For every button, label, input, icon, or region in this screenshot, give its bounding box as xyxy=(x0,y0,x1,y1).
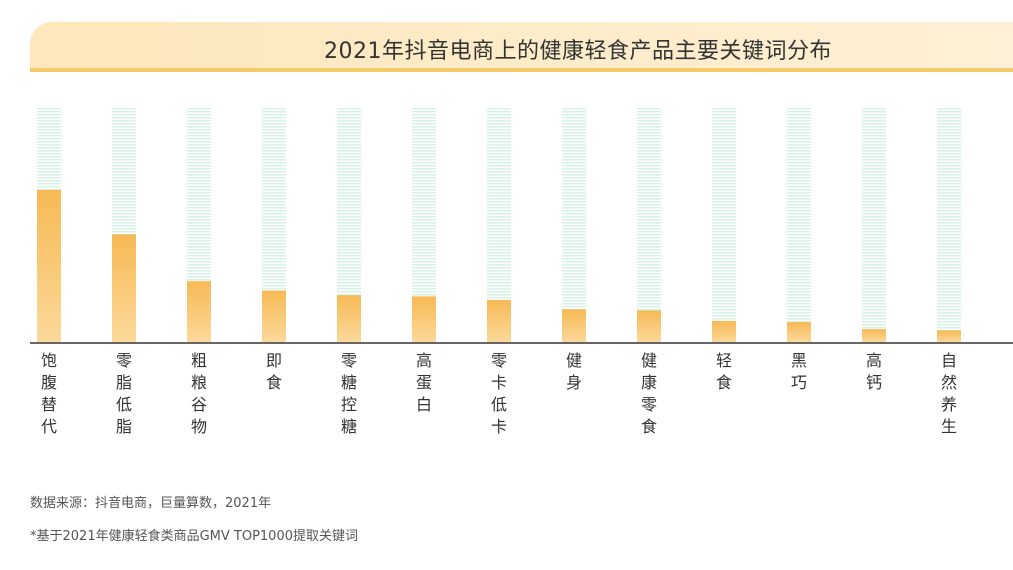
x-tick-label: 高蛋白 xyxy=(415,351,432,414)
x-tick-label: 零脂低脂 xyxy=(115,351,132,436)
bar xyxy=(187,281,211,342)
bar xyxy=(487,299,511,342)
bar-track xyxy=(712,108,736,342)
bar xyxy=(112,234,136,342)
source-note: 数据来源：抖音电商，巨量算数，2021年 xyxy=(30,496,272,511)
bar xyxy=(937,330,961,342)
bar-track xyxy=(862,108,886,342)
bar xyxy=(412,296,436,342)
x-tick-label: 健身 xyxy=(565,351,582,392)
x-tick-label: 高钙 xyxy=(865,351,882,392)
bar xyxy=(337,295,361,342)
x-tick-label: 健康零食 xyxy=(640,351,657,436)
bar xyxy=(637,310,661,342)
bar xyxy=(262,290,286,342)
bar-track xyxy=(787,108,811,342)
chart-title: 2021年抖音电商上的健康轻食产品主要关键词分布 xyxy=(324,39,832,64)
x-tick-label: 粗粮谷物 xyxy=(190,351,207,436)
x-tick-label: 零糖控糖 xyxy=(340,351,357,436)
title-banner xyxy=(30,22,1013,72)
bar-track xyxy=(562,108,586,342)
bar-track xyxy=(937,108,961,342)
bar xyxy=(562,309,586,342)
x-tick-label: 黑巧 xyxy=(790,351,807,392)
methodology-note: *基于2021年健康轻食类商品GMV TOP1000提取关键词 xyxy=(30,529,358,544)
bar xyxy=(787,322,811,342)
bar xyxy=(862,329,886,342)
x-tick-label: 轻食 xyxy=(715,351,732,392)
x-tick-label: 零卡低卡 xyxy=(490,351,507,436)
x-tick-label: 饱腹替代 xyxy=(40,351,57,436)
bar xyxy=(712,320,736,342)
x-tick-label: 即食 xyxy=(265,351,282,392)
bar xyxy=(37,189,61,342)
bar-track xyxy=(637,108,661,342)
x-tick-label: 自然养生 xyxy=(940,351,957,436)
